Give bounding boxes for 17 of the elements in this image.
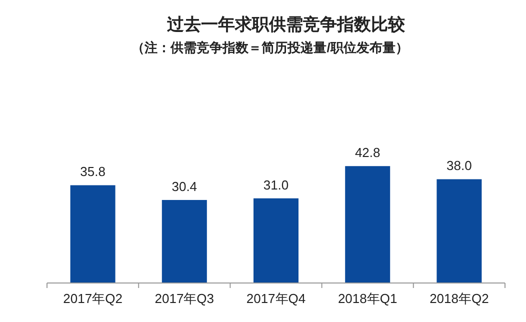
- bar: [436, 179, 482, 283]
- data-label: 31.0: [263, 177, 289, 192]
- data-label: 38.0: [446, 158, 472, 174]
- bar: [70, 185, 116, 283]
- x-tick-label: 2018年Q2: [430, 291, 489, 306]
- x-tick-label: 2018年Q1: [338, 291, 398, 306]
- bar: [254, 198, 298, 283]
- data-label: 30.4: [172, 178, 198, 194]
- data-label: 35.8: [80, 164, 106, 180]
- x-tick-label: 2017年Q4: [246, 291, 306, 306]
- bar: [162, 200, 207, 283]
- chart-title: 过去一年求职供需竞争指数比较: [166, 15, 406, 34]
- x-tick-label: 2017年Q3: [154, 291, 214, 306]
- data-label: 42.8: [354, 145, 380, 160]
- bar: [345, 166, 390, 283]
- x-tick-label: 2017年Q2: [63, 291, 122, 306]
- chart-subtitle: （注：供需竞争指数＝简历投递量/职位发布量）: [132, 40, 408, 55]
